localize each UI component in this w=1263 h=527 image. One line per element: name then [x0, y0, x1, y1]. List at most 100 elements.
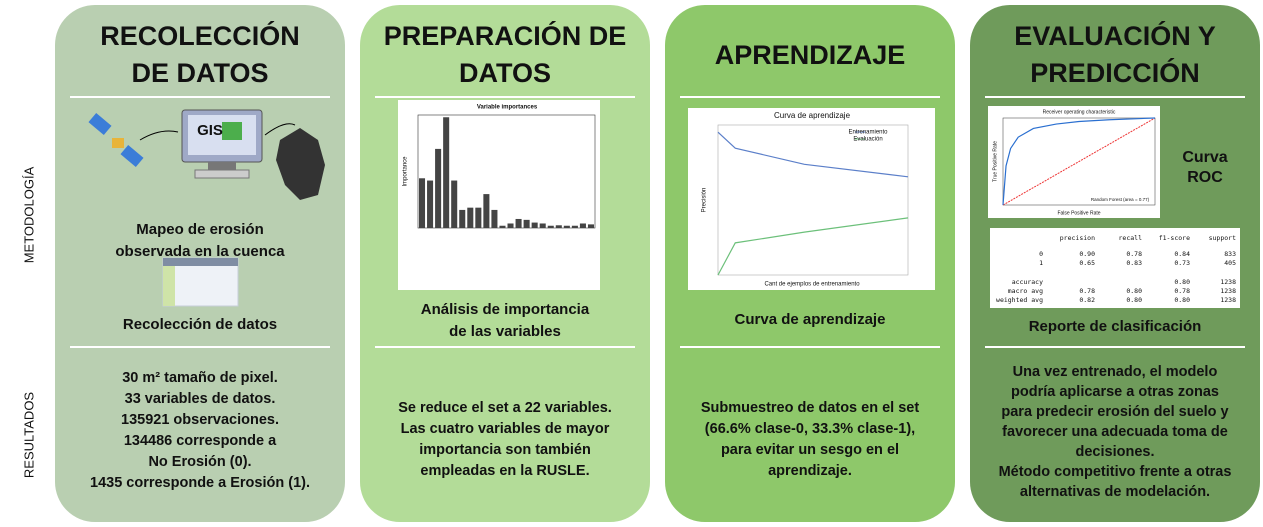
computer-icon: [181, 109, 263, 179]
report-cell: 0.82: [1079, 296, 1095, 304]
report-cell: accuracy: [1012, 278, 1043, 286]
result-text: Las cuatro variables de mayor: [401, 421, 610, 437]
line: [717, 217, 909, 276]
report-cell: 1238: [1220, 278, 1236, 286]
report-cell: 0.65: [1079, 259, 1095, 267]
report-cell: 0.80: [1126, 287, 1142, 295]
report-cell: macro avg: [1008, 287, 1043, 295]
column-title: APRENDIZAJE: [715, 40, 906, 70]
column-title: EVALUACIÓN Y: [1014, 20, 1216, 51]
bar: [443, 117, 450, 228]
result-text: empleadas en la RUSLE.: [420, 463, 589, 479]
report-cell: 0.80: [1174, 296, 1190, 304]
column-title: DATOS: [459, 58, 551, 88]
legend-label: Entrenamiento: [848, 130, 888, 136]
roc-label: ROC: [1187, 169, 1223, 186]
arrow: [264, 123, 296, 136]
report-cell: 1238: [1220, 296, 1236, 304]
bar: [499, 225, 506, 228]
report-cell: f1-score: [1159, 234, 1190, 242]
result-text: decisiones.: [1076, 444, 1155, 460]
bar: [491, 209, 498, 228]
bar: [523, 219, 530, 228]
axis-label: True Positive Rate: [992, 141, 998, 182]
result-text: 135921 observaciones.: [121, 412, 279, 428]
report-cell: 0.78: [1126, 250, 1142, 258]
report-cell: precision: [1060, 234, 1095, 242]
result-text: (66.6% clase-0, 33.3% clase-1),: [705, 421, 915, 437]
caption: Análisis de importancia: [421, 301, 590, 318]
chart-frame: [688, 108, 935, 290]
chart-title: Receiver operating characteristic: [1043, 109, 1116, 115]
column-title: DE DATOS: [131, 58, 268, 88]
report-cell: 1238: [1220, 287, 1236, 295]
result-text: Método competitivo frente a otras: [999, 464, 1232, 480]
bar: [531, 222, 538, 228]
report-cell: 0.84: [1174, 250, 1190, 258]
caption: Recolección de datos: [123, 316, 277, 333]
line: [717, 131, 909, 178]
bar: [555, 225, 562, 228]
bar: [419, 178, 426, 228]
icon-label: GIS: [197, 122, 223, 139]
caption: observada en la cuenca: [115, 243, 285, 260]
bar: [515, 218, 522, 228]
report-cell: 405: [1224, 259, 1236, 267]
result-text: 33 variables de datos.: [125, 391, 276, 407]
bar: [563, 225, 570, 228]
column-title: RECOLECCIÓN: [100, 20, 300, 51]
report-cell: 1: [1039, 259, 1043, 267]
bar: [579, 223, 586, 228]
result-text: para evitar un sesgo en el: [721, 442, 899, 458]
result-text: Se reduce el set a 22 variables.: [398, 400, 612, 416]
axis-label: Cant de ejemplos de entrenamiento: [764, 282, 860, 288]
result-text: No Erosión (0).: [148, 454, 251, 470]
map-icon: [276, 128, 325, 200]
bar: [547, 225, 554, 228]
report-cell: 0: [1039, 250, 1043, 258]
column-title: PREPARACIÓN DE: [384, 20, 627, 51]
report-cell: 0.90: [1079, 250, 1095, 258]
bar: [539, 223, 546, 228]
plot-area: [717, 124, 909, 276]
report-cell: recall: [1119, 234, 1143, 242]
bar: [475, 207, 482, 228]
report-cell: 0.73: [1174, 259, 1190, 267]
report-cell: 0.80: [1174, 278, 1190, 286]
result-text: 30 m² tamaño de pixel.: [122, 370, 278, 386]
result-text: 1435 corresponde a Erosión (1).: [90, 475, 310, 491]
roc-label: Curva: [1182, 149, 1227, 166]
result-text: aprendizaje.: [768, 463, 852, 479]
result-text: podría aplicarse a otras zonas: [1011, 384, 1219, 400]
bar: [587, 224, 594, 228]
report-cell: support: [1209, 234, 1236, 242]
bar: [571, 225, 578, 228]
result-text: 134486 corresponde a: [124, 433, 277, 449]
result-text: favorecer una adecuada toma de: [1002, 424, 1228, 440]
axis-label: Precisión: [702, 188, 708, 213]
report-cell: 0.78: [1079, 287, 1095, 295]
bar: [507, 223, 514, 228]
column-title: PREDICCIÓN: [1030, 57, 1200, 88]
bar: [483, 194, 490, 228]
result-text: importancia son también: [419, 442, 591, 458]
arrow: [139, 130, 179, 141]
result-text: Una vez entrenado, el modelo: [1013, 364, 1218, 380]
bar: [459, 209, 466, 228]
chart-title: Variable importances: [477, 105, 538, 111]
report-cell: 0.83: [1126, 259, 1142, 267]
report-cell: weighted avg: [996, 296, 1043, 304]
result-text: alternativas de modelación.: [1020, 484, 1210, 500]
bar: [435, 148, 442, 228]
legend-label: Random Forest (area = 0.77): [1091, 197, 1150, 202]
caption: Mapeo de erosión: [136, 221, 264, 238]
bar: [451, 180, 458, 228]
report-cell: 0.80: [1126, 296, 1142, 304]
caption: Curva de aprendizaje: [735, 311, 886, 328]
diagonal: [1002, 117, 1156, 206]
report-cell: 833: [1224, 250, 1236, 258]
axis-label: False Positive Rate: [1057, 210, 1100, 216]
result-text: Submuestreo de datos en el set: [701, 400, 920, 416]
bar: [427, 180, 434, 228]
